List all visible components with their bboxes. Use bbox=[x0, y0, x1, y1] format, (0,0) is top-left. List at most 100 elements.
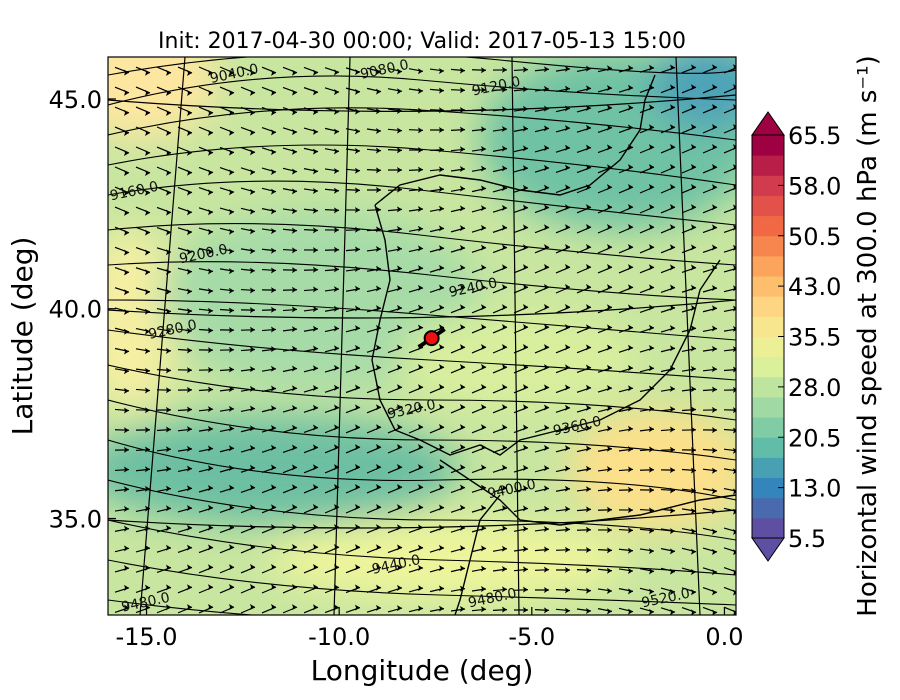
wind-arrow bbox=[576, 85, 592, 93]
wind-arrow bbox=[639, 144, 655, 154]
wind-arrow bbox=[114, 327, 130, 335]
wind-arrow bbox=[282, 286, 298, 293]
wind-arrow bbox=[576, 105, 592, 113]
wind-arrow bbox=[618, 65, 634, 73]
wind-arrow bbox=[492, 185, 508, 193]
wind-arrow bbox=[282, 524, 298, 534]
wind-arrow bbox=[303, 266, 319, 273]
wind-arrow bbox=[219, 207, 235, 215]
wind-arrow bbox=[513, 224, 529, 234]
wind-arrow bbox=[555, 324, 571, 334]
wind-arrow bbox=[576, 425, 592, 433]
wind-arrow bbox=[156, 406, 172, 413]
wind-arrow bbox=[135, 206, 151, 216]
wind-arrow bbox=[450, 524, 466, 533]
wind-arrow bbox=[324, 107, 340, 115]
wind-arrow bbox=[660, 84, 676, 94]
wind-arrow bbox=[135, 367, 151, 374]
wind-arrow bbox=[177, 485, 193, 493]
wind-arrow bbox=[408, 544, 424, 553]
wind-arrow bbox=[555, 85, 571, 92]
wind-arrow bbox=[429, 205, 445, 212]
colorbar-tick-label: 20.5 bbox=[788, 424, 841, 452]
wind-arrow bbox=[429, 344, 445, 354]
wind-arrow bbox=[429, 464, 445, 474]
wind-arrow bbox=[534, 566, 550, 573]
wind-arrow bbox=[555, 384, 571, 394]
wind-arrow bbox=[702, 547, 718, 555]
wind-arrow bbox=[324, 168, 340, 175]
wind-arrow bbox=[261, 267, 277, 274]
wind-arrow bbox=[198, 146, 214, 156]
wind-arrow bbox=[492, 484, 508, 493]
wind-arrow bbox=[429, 225, 445, 233]
map-panel: 9040.0 9080.09120.09160.09200.09240.09280… bbox=[107, 56, 737, 616]
wind-arrow bbox=[282, 127, 298, 136]
wind-arrow bbox=[240, 484, 256, 494]
wind-arrow bbox=[240, 267, 256, 274]
wind-arrow bbox=[219, 307, 235, 314]
wind-arrow bbox=[471, 304, 487, 314]
wind-arrow bbox=[366, 226, 382, 233]
wind-arrow bbox=[345, 424, 361, 434]
wind-arrow bbox=[219, 327, 235, 334]
wind-arrow bbox=[492, 324, 508, 334]
wind-arrow bbox=[702, 447, 718, 454]
wind-arrow bbox=[576, 204, 592, 214]
colorbar: 65.5 58.0 50.5 43.0 35.5 28.0 20.5 13.0 5.5 Hori… bbox=[751, 55, 883, 617]
wind-arrow bbox=[639, 527, 655, 534]
wind-arrow bbox=[156, 387, 172, 394]
wind-arrow bbox=[345, 384, 361, 394]
wind-arrow bbox=[429, 264, 445, 273]
wind-arrow bbox=[198, 227, 214, 235]
wind-arrow bbox=[597, 364, 613, 373]
wind-arrow bbox=[387, 324, 403, 333]
wind-arrow bbox=[303, 345, 319, 353]
wind-arrow bbox=[219, 346, 235, 353]
colorbar-segment bbox=[752, 457, 784, 479]
wind-arrow bbox=[366, 424, 382, 434]
wind-arrow bbox=[429, 67, 445, 74]
wind-arrow bbox=[534, 164, 550, 173]
wind-arrow bbox=[429, 565, 445, 573]
wind-arrow bbox=[219, 504, 235, 514]
wind-arrow bbox=[639, 304, 655, 314]
wind-arrow bbox=[429, 87, 445, 94]
wind-arrow bbox=[345, 207, 361, 214]
wind-arrow bbox=[219, 66, 235, 76]
wind-arrow bbox=[639, 405, 655, 412]
y-axis-label: Latitude (deg) bbox=[6, 237, 39, 436]
wind-arrow bbox=[576, 164, 592, 174]
wind-arrow bbox=[555, 424, 571, 433]
wind-arrow bbox=[408, 87, 424, 94]
wind-arrow bbox=[282, 188, 298, 195]
wind-arrow bbox=[639, 224, 655, 234]
wind-arrow bbox=[114, 466, 130, 473]
wind-arrow bbox=[597, 384, 613, 393]
wind-arrow bbox=[156, 446, 172, 453]
wind-arrow bbox=[702, 567, 718, 576]
wind-arrow bbox=[702, 64, 718, 74]
wind-arrow bbox=[429, 424, 445, 434]
wind-arrow bbox=[114, 505, 130, 512]
x-tick-label: -10.0 bbox=[308, 623, 370, 651]
wind-arrow bbox=[429, 384, 445, 394]
wind-arrow bbox=[198, 267, 214, 275]
wind-arrow bbox=[513, 364, 529, 374]
wind-arrow bbox=[303, 207, 319, 214]
wind-arrow bbox=[597, 344, 613, 354]
wind-arrow bbox=[177, 186, 193, 196]
wind-arrow bbox=[198, 465, 214, 473]
wind-arrow bbox=[114, 86, 130, 96]
wind-arrow bbox=[114, 266, 130, 276]
wind-arrow bbox=[219, 484, 235, 493]
wind-arrow bbox=[261, 66, 277, 76]
wind-arrow bbox=[471, 525, 487, 533]
wind-arrow bbox=[534, 505, 550, 512]
wind-arrow bbox=[597, 85, 613, 93]
wind-arrow bbox=[240, 346, 256, 353]
wind-arrow bbox=[324, 227, 340, 234]
wind-arrow bbox=[681, 607, 697, 615]
wind-arrow bbox=[618, 405, 634, 413]
wind-arrow bbox=[702, 488, 718, 495]
